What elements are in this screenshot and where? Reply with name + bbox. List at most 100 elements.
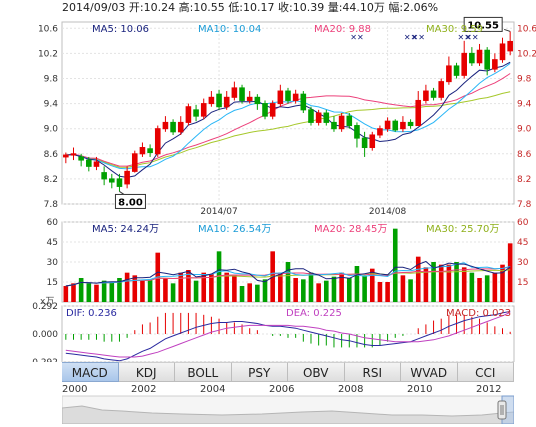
event-marker: ✕✕ bbox=[350, 33, 363, 42]
timeline-drag-handle[interactable] bbox=[497, 400, 507, 420]
event-marker: ✕✕ bbox=[465, 33, 478, 42]
tab-rsi[interactable]: RSI bbox=[344, 362, 401, 382]
candle-body bbox=[484, 49, 490, 70]
volume-bar bbox=[431, 262, 436, 302]
timeline-year-label: 2002 bbox=[131, 384, 157, 395]
volume-bar bbox=[163, 278, 168, 302]
legend-ma10: MA10: 10.04 bbox=[198, 24, 261, 35]
legend-ma30: MA30: 9.59 bbox=[426, 24, 483, 35]
volume-bar bbox=[170, 283, 176, 302]
candle-body bbox=[377, 128, 383, 136]
price-ytick-right: 9.4 bbox=[517, 100, 532, 110]
candle-body bbox=[369, 134, 376, 149]
candle-body bbox=[453, 65, 460, 76]
volume-bar bbox=[147, 279, 153, 302]
stock-charts: 10.6 10.6 10.2 10.2 9.8 9.8 9.4 9.4 9.0 9.0 8.6 8.6… bbox=[29, 16, 536, 362]
candle-body bbox=[193, 109, 199, 117]
candle-body bbox=[223, 96, 230, 108]
candle-body bbox=[93, 161, 100, 167]
event-marker: ✕✕ bbox=[458, 33, 471, 42]
candle-body bbox=[147, 148, 153, 154]
candle-body bbox=[315, 112, 322, 123]
macd-dea-line bbox=[65, 311, 511, 358]
volume-bar bbox=[209, 274, 214, 302]
volume-bar bbox=[78, 278, 84, 302]
volume-bar bbox=[193, 280, 199, 302]
candle-body bbox=[446, 65, 452, 83]
candle-body bbox=[185, 106, 192, 123]
volume-bar bbox=[101, 280, 107, 302]
event-marker: ✕✕ bbox=[404, 33, 417, 42]
volume-bar bbox=[255, 284, 260, 302]
volume-bar bbox=[423, 267, 429, 302]
candle-body bbox=[254, 96, 261, 105]
vol-legend-ma5: MA5: 24.24万 bbox=[92, 224, 159, 235]
tab-psy[interactable]: PSY bbox=[231, 362, 288, 382]
volume-bar bbox=[346, 278, 352, 302]
timeline-navigator[interactable]: 2000 2002 2004 2006 2008 2010 2012 bbox=[62, 384, 514, 424]
candle-body bbox=[239, 87, 245, 101]
price-ytick-left: 10.2 bbox=[38, 49, 58, 59]
volume-ytick-right: 60 bbox=[517, 218, 529, 228]
volume-bar bbox=[124, 272, 130, 302]
volume-bar bbox=[415, 256, 421, 302]
candle-body bbox=[63, 154, 69, 158]
timeline-year-label: 2004 bbox=[200, 384, 226, 395]
candle-body bbox=[170, 121, 176, 133]
candle-body bbox=[346, 115, 353, 127]
candle-body bbox=[124, 170, 130, 185]
tab-wvad[interactable]: WVAD bbox=[401, 362, 458, 382]
candle-body bbox=[216, 93, 222, 108]
volume-bar bbox=[140, 280, 145, 302]
tab-obv[interactable]: OBV bbox=[288, 362, 345, 382]
volume-ytick-left: 60 bbox=[47, 218, 59, 228]
tab-kdj[interactable]: KDJ bbox=[118, 362, 175, 382]
tab-cci[interactable]: CCI bbox=[457, 362, 514, 382]
candle-body bbox=[392, 120, 399, 131]
volume-ytick-right: 15 bbox=[517, 278, 528, 288]
candle-body bbox=[423, 90, 429, 101]
quote-date: 2014/09/03 bbox=[62, 1, 126, 14]
tab-macd[interactable]: MACD bbox=[62, 362, 119, 382]
price-ytick-right: 8.2 bbox=[517, 175, 531, 185]
volume-bar bbox=[247, 283, 252, 302]
candle-body bbox=[208, 96, 215, 105]
volume-unit-label: x万 bbox=[40, 297, 54, 307]
volume-bar bbox=[477, 278, 482, 302]
quote-header: 2014/09/03 开:10.24 高:10.55 低:10.17 收:10.… bbox=[0, 0, 536, 16]
tab-boll[interactable]: BOLL bbox=[175, 362, 232, 382]
volume-bar bbox=[316, 283, 321, 302]
price-ytick-right: 9.8 bbox=[517, 74, 532, 84]
candle-body bbox=[492, 59, 498, 70]
candle-body bbox=[200, 103, 207, 117]
candle-body bbox=[461, 52, 468, 76]
min-price-box bbox=[114, 193, 146, 209]
volume-bar bbox=[484, 275, 490, 302]
candle-body bbox=[162, 121, 169, 130]
candle-body bbox=[308, 109, 314, 123]
candle-body bbox=[154, 128, 161, 155]
candle-body bbox=[338, 115, 345, 130]
price-ytick-right: 7.8 bbox=[517, 200, 532, 210]
candle-body bbox=[354, 125, 360, 139]
candle-body bbox=[262, 103, 268, 117]
volume-bar bbox=[392, 228, 398, 302]
volume-bar bbox=[400, 275, 406, 302]
candle-body bbox=[231, 87, 238, 98]
min-price-label: 8.00 bbox=[118, 197, 143, 208]
volume-ytick-left: 30 bbox=[47, 258, 59, 268]
max-price-box bbox=[463, 16, 503, 32]
vol-legend-ma30: MA30: 25.70万 bbox=[426, 224, 499, 235]
candle-body bbox=[70, 153, 77, 156]
candle-body bbox=[246, 96, 253, 101]
candle-body bbox=[131, 153, 138, 172]
price-legend: MA5: 10.06 MA10: 10.04 MA20: 9.88 MA30: … bbox=[92, 24, 483, 35]
candle-body bbox=[292, 93, 299, 101]
price-ytick-right: 10.6 bbox=[517, 24, 536, 34]
event-marker: ✕✕ bbox=[412, 33, 425, 42]
macd-legend: DIF: 0.236 DEA: 0.225 MACD: 0.023 bbox=[66, 308, 511, 319]
price-ytick-left: 9.4 bbox=[44, 100, 59, 110]
candle-body bbox=[86, 159, 92, 167]
max-price-label: 10.55 bbox=[467, 20, 499, 31]
volume-bar bbox=[469, 272, 475, 302]
